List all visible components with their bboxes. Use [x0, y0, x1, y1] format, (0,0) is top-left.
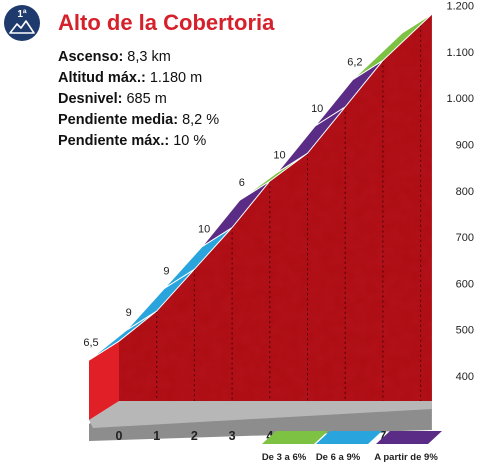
profile-wall-texture [119, 14, 432, 402]
stat-label: Desnivel: [58, 91, 122, 107]
segment-ribbon [352, 13, 433, 80]
badge-circle [4, 5, 40, 41]
stat-value: 8,2 % [182, 112, 219, 128]
stat-row: Altitud máx.: 1.180 m [58, 70, 202, 86]
segment-grade-label: 6 [239, 177, 245, 189]
stat-value: 1.180 m [150, 70, 202, 86]
page-title: Alto de la Cobertoria [58, 10, 275, 35]
x-tick-label: 0 [116, 429, 123, 443]
x-tick-label: 7 [379, 429, 386, 443]
segment-grade-label: 10 [198, 224, 210, 236]
segment-grade-label: 9 [126, 307, 132, 319]
y-tick-label: 700 [456, 232, 474, 244]
segment-grade-label: 9 [163, 265, 169, 277]
y-axis: 400 500 600 700 800 900 1.000 1.100 1.200 [446, 1, 474, 383]
y-tick-label: 500 [456, 325, 474, 337]
category-badge: 1ª [4, 5, 40, 41]
x-tick-label: 3 [229, 429, 236, 443]
legend-swatch [316, 431, 382, 444]
stat-label: Pendiente media: [58, 112, 178, 128]
legend-label: De 3 a 6% [262, 452, 307, 463]
category-badge-label: 1ª [17, 9, 27, 20]
stat-label: Pendiente máx.: [58, 133, 169, 149]
legend-label: De 6 a 9% [316, 452, 361, 463]
stat-row: Pendiente media: 8,2 % [58, 112, 219, 128]
stat-label: Altitud máx.: [58, 70, 146, 86]
stat-row: Ascenso: 8,3 km [58, 49, 171, 65]
stat-value: 685 m [126, 91, 166, 107]
legend-label: A partir de 9% [374, 452, 438, 463]
stat-label: Ascenso: [58, 49, 123, 65]
y-tick-label: 1.100 [446, 47, 474, 59]
x-tick-label: 1 [153, 429, 160, 443]
segment-grade-label: 6,2 [347, 56, 362, 68]
base-ledge [89, 401, 432, 428]
y-tick-label: 600 [456, 278, 474, 290]
y-tick-label: 1.000 [446, 93, 474, 105]
y-tick-label: 900 [456, 140, 474, 152]
segment-grade-label: 10 [311, 103, 323, 115]
profile-start-face [89, 341, 119, 420]
legend-swatch [262, 431, 328, 444]
y-tick-label: 400 [456, 371, 474, 383]
segment-grade-label: 6,5 [83, 337, 98, 349]
y-tick-label: 800 [456, 186, 474, 198]
climb-stats: Ascenso: 8,3 km Altitud máx.: 1.180 m Desniv… [58, 49, 219, 149]
stat-value: 10 % [173, 133, 206, 149]
segment-grade-label: 10 [273, 149, 285, 161]
x-tick-label: 2 [191, 429, 198, 443]
x-tick-label: 4 [266, 429, 273, 443]
legend-swatch [376, 431, 442, 444]
y-tick-label: 1.200 [446, 1, 474, 13]
stat-row: Pendiente máx.: 10 % [58, 133, 206, 149]
stat-row: Desnivel: 685 m [58, 91, 167, 107]
legend: De 3 a 6% De 6 a 9% A partir de 9% [262, 431, 442, 463]
stat-value: 8,3 km [127, 49, 171, 65]
mountain-icon [9, 20, 35, 34]
